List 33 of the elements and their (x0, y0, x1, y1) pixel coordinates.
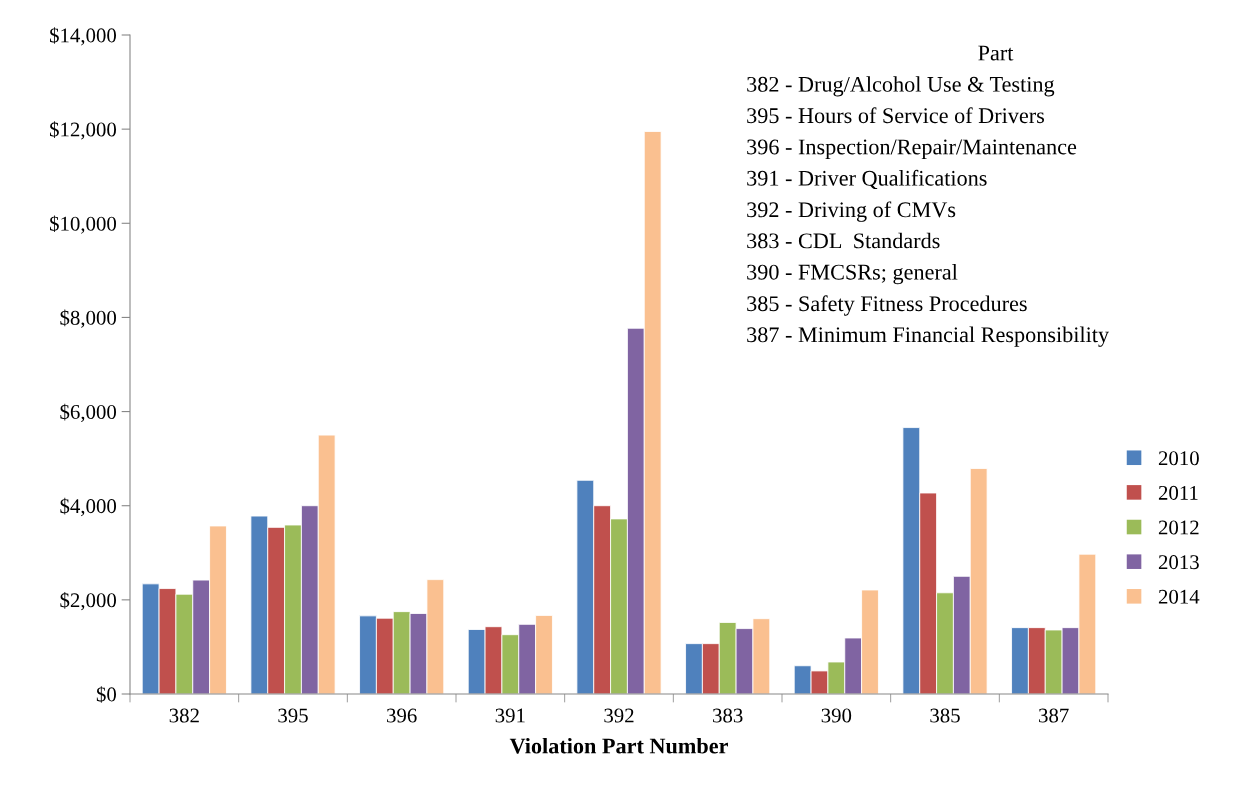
y-tick-label: $8,000 (60, 309, 117, 328)
x-tick-label: 385 (930, 708, 960, 723)
y-tick-label: $12,000 (49, 121, 117, 140)
x-tick-label: 395 (278, 708, 308, 723)
y-tick-label: $6,000 (60, 403, 117, 422)
x-tick-label: 382 (169, 708, 199, 723)
x-tick-label: 387 (1039, 708, 1069, 723)
annotation: 385 - Safety Fitness Procedures (747, 295, 1027, 316)
annotation: 395 - Hours of Service of Drivers (747, 107, 1045, 124)
annotation: 392 - Driving of CMVs (747, 201, 956, 222)
annotation: 390 - FMCSRs; general (747, 264, 958, 285)
legend-label: 2014 (1158, 589, 1200, 604)
x-axis-title: Violation Part Number (509, 737, 728, 754)
y-tick-label: $14,000 (49, 27, 117, 46)
x-tick-label: 390 (821, 708, 852, 723)
x-tick-label: 391 (495, 708, 525, 723)
annotation: 382 - Drug/Alcohol Use & Testing (747, 76, 1055, 97)
x-tick-label: 383 (713, 708, 743, 723)
annotation: 383 - CDL Standards (747, 232, 940, 249)
legend-label: 2011 (1158, 485, 1198, 500)
annotation: 391 - Driver Qualifications (747, 169, 987, 190)
legend-label: 2012 (1158, 520, 1199, 535)
y-tick-label: $0 (96, 686, 117, 703)
legend-label: 2013 (1158, 555, 1199, 570)
x-tick-label: 392 (604, 708, 634, 723)
annotation: Part (978, 45, 1014, 61)
legend-label: 2010 (1158, 451, 1199, 466)
y-tick-label: $2,000 (60, 592, 117, 611)
annotation: 387 - Minimum Financial Responsibility (747, 326, 1110, 347)
y-tick-label: $4,000 (60, 497, 117, 517)
y-tick-label: $10,000 (49, 215, 117, 234)
annotation: 396 - Inspection/Repair/Maintenance (747, 139, 1077, 159)
x-tick-label: 396 (387, 708, 417, 723)
